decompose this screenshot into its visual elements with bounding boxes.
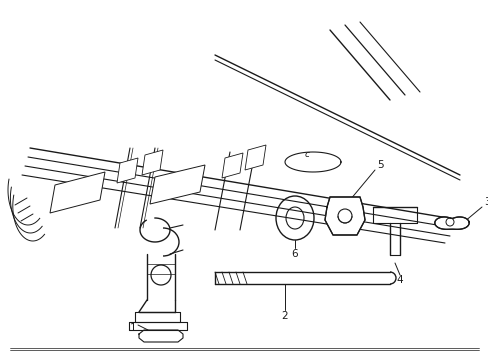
Polygon shape xyxy=(244,145,265,170)
Polygon shape xyxy=(150,165,204,204)
Polygon shape xyxy=(50,172,105,213)
Text: 3: 3 xyxy=(483,197,488,207)
Text: 6: 6 xyxy=(291,249,298,259)
Text: 4: 4 xyxy=(396,275,403,285)
Text: 5: 5 xyxy=(376,160,383,170)
Text: c: c xyxy=(305,150,309,159)
Polygon shape xyxy=(325,197,364,235)
Polygon shape xyxy=(117,158,138,183)
Text: 2: 2 xyxy=(281,311,288,321)
Polygon shape xyxy=(434,217,468,229)
Polygon shape xyxy=(222,153,243,178)
Polygon shape xyxy=(142,150,163,175)
Text: 1: 1 xyxy=(129,323,136,333)
